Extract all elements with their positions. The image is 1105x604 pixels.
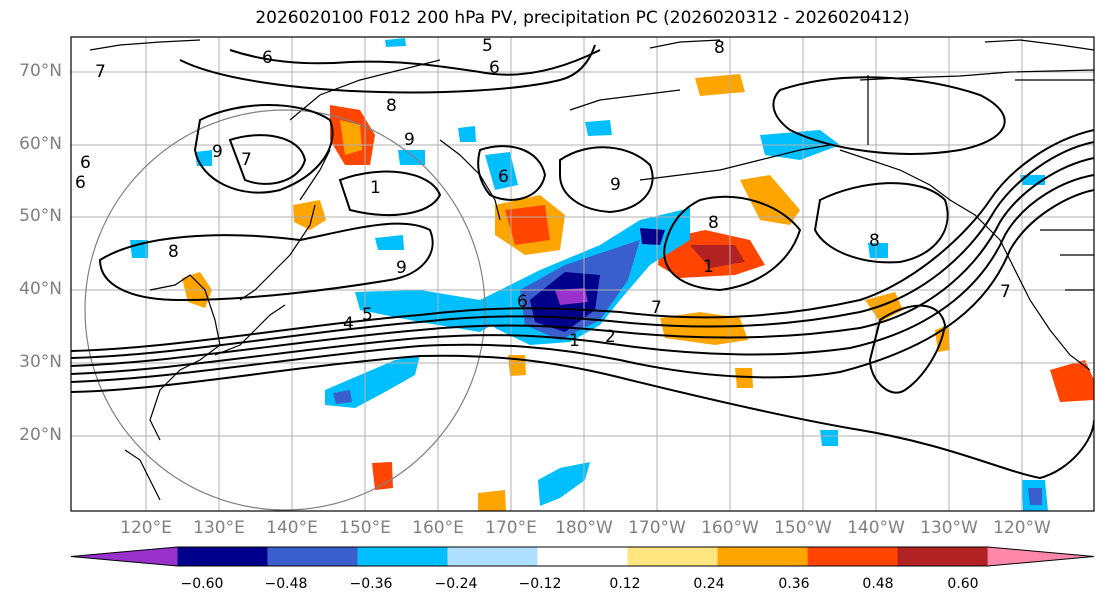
lon-label: 120°W bbox=[993, 518, 1051, 538]
contour-labels: 5 6 8 6 8 9 7 9 1 6 9 8 6 8 9 8 7 1 6 7 … bbox=[75, 36, 1011, 351]
lon-label: 150°E bbox=[339, 518, 391, 538]
contour-label: 6 bbox=[80, 153, 91, 173]
colorbar-tick-label: −0.48 bbox=[264, 576, 308, 592]
colorbar-segment bbox=[267, 547, 358, 566]
contour-label: 5 bbox=[482, 36, 493, 56]
colorbar bbox=[70, 546, 1095, 567]
lon-label: 140°E bbox=[266, 518, 318, 538]
contour-label: 7 bbox=[241, 150, 252, 170]
contour-label: 7 bbox=[1000, 282, 1011, 302]
contour-label: 6 bbox=[517, 292, 528, 312]
map-title: 2026020100 F012 200 hPa PV, precipitatio… bbox=[255, 8, 910, 28]
contour-label: 6 bbox=[498, 167, 509, 187]
lon-label: 180°W bbox=[555, 518, 613, 538]
lon-label: 150°W bbox=[774, 518, 832, 538]
coastlines bbox=[89, 39, 1094, 501]
lat-label: 20°N bbox=[19, 425, 62, 445]
colorbar-extend-max bbox=[987, 547, 1094, 566]
colorbar-tick-label: −0.60 bbox=[180, 576, 224, 592]
contour-label: 9 bbox=[404, 130, 415, 150]
colorbar-tick-label: −0.12 bbox=[518, 576, 562, 592]
lon-label: 170°E bbox=[485, 518, 537, 538]
lon-label: 170°W bbox=[628, 518, 686, 538]
colorbar-segment bbox=[627, 547, 719, 566]
colorbar-tick-label: 0.12 bbox=[609, 576, 641, 592]
colorbar-segment bbox=[357, 547, 448, 566]
lat-label: 50°N bbox=[19, 206, 62, 226]
lon-label: 160°W bbox=[701, 518, 759, 538]
contour-label: 7 bbox=[95, 62, 106, 82]
lon-label: 130°E bbox=[193, 518, 245, 538]
lat-label: 30°N bbox=[19, 352, 62, 372]
colorbar-segment bbox=[717, 547, 809, 566]
contour-label: 8 bbox=[386, 96, 397, 116]
contour-label: 5 bbox=[362, 305, 373, 325]
map-frame bbox=[70, 36, 1095, 512]
colorbar-tick-label: 0.24 bbox=[693, 576, 725, 592]
colorbar-segment bbox=[447, 547, 538, 566]
colorbar-tick-label: 0.60 bbox=[947, 576, 979, 592]
graticule bbox=[71, 37, 1094, 511]
contour-label: 9 bbox=[396, 258, 407, 278]
contour-label: 8 bbox=[168, 242, 179, 262]
colorbar-outline bbox=[70, 546, 1095, 567]
contour-label: 8 bbox=[714, 38, 725, 58]
contour-label: 8 bbox=[869, 231, 880, 251]
colorbar-tick-label: 0.48 bbox=[862, 576, 894, 592]
map-area: 5 6 8 6 8 9 7 9 1 6 9 8 6 8 9 8 7 1 6 7 … bbox=[71, 36, 1094, 511]
lon-label: 140°W bbox=[847, 518, 905, 538]
colorbar-segment bbox=[537, 547, 629, 566]
contour-label: 1 bbox=[370, 178, 381, 198]
contour-label: 4 bbox=[343, 314, 354, 334]
contour-label: 6 bbox=[75, 173, 86, 193]
colorbar-segment bbox=[177, 547, 268, 566]
contour-label: 7 bbox=[651, 298, 662, 318]
contour-label: 1 bbox=[569, 331, 580, 351]
colorbar-segment bbox=[807, 547, 899, 566]
contour-label: 6 bbox=[489, 58, 500, 78]
contour-label: 1 bbox=[703, 257, 714, 277]
contour-label: 9 bbox=[610, 175, 621, 195]
lat-label: 40°N bbox=[19, 279, 62, 299]
contour-label: 9 bbox=[212, 142, 223, 162]
lon-label: 120°E bbox=[120, 518, 172, 538]
contour-label: 8 bbox=[708, 213, 719, 233]
contour-label: 6 bbox=[262, 48, 273, 68]
colorbar-extend-min bbox=[71, 547, 178, 566]
colorbar-segment bbox=[897, 547, 989, 566]
lon-label: 130°W bbox=[920, 518, 978, 538]
colorbar-tick-label: 0.36 bbox=[778, 576, 810, 592]
lon-label: 160°E bbox=[412, 518, 464, 538]
colorbar-tick-label: −0.36 bbox=[349, 576, 393, 592]
pv-contours bbox=[71, 44, 1094, 480]
contour-label: 2 bbox=[605, 327, 616, 347]
colorbar-tick-label: −0.24 bbox=[434, 576, 478, 592]
lat-label: 60°N bbox=[19, 134, 62, 154]
lat-label: 70°N bbox=[19, 61, 62, 81]
